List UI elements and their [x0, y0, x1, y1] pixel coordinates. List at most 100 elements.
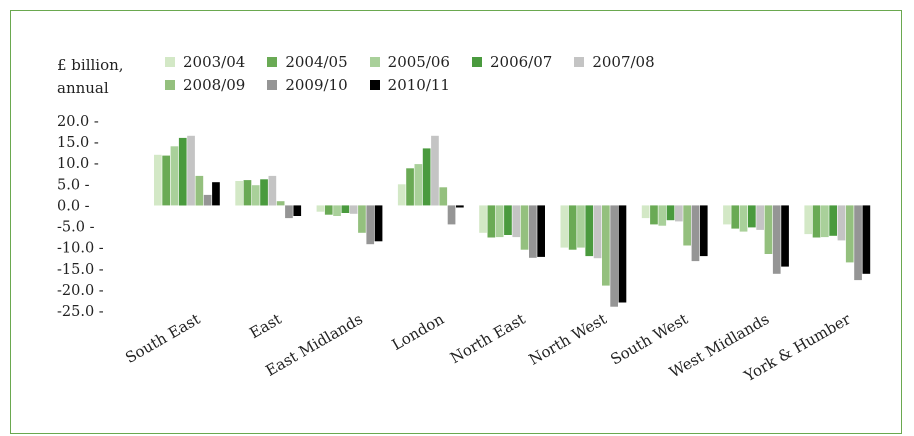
bar	[821, 205, 829, 238]
bar	[324, 205, 333, 215]
bar	[260, 179, 268, 206]
legend-swatch	[267, 57, 278, 67]
bar	[699, 205, 708, 257]
bar	[203, 194, 212, 206]
unit-label: £ billion, annual	[57, 54, 124, 100]
bar	[537, 205, 545, 257]
legend-item: 2010/11	[369, 76, 450, 94]
bar	[366, 205, 375, 245]
bar	[251, 185, 260, 206]
chart-frame	[10, 10, 902, 434]
bar	[195, 175, 204, 206]
bar	[854, 205, 862, 281]
bar	[495, 205, 504, 238]
bar	[285, 205, 293, 219]
bar	[577, 205, 585, 248]
legend-swatch	[574, 57, 585, 67]
bar	[618, 205, 627, 303]
legend-swatch	[267, 80, 278, 90]
bar	[349, 205, 358, 214]
legend-label: 2005/06	[387, 53, 450, 71]
y-tick-label: 15.0 -	[57, 135, 99, 151]
legend-swatch	[369, 57, 380, 67]
legend-item: 2003/04	[165, 53, 245, 71]
legend-item: 2009/10	[267, 76, 348, 94]
bar	[691, 205, 700, 262]
y-tick-label: 10.0 -	[57, 156, 99, 172]
bar	[520, 205, 529, 250]
y-tick-label: -25.0 -	[57, 304, 104, 320]
bar	[602, 205, 610, 286]
bar	[243, 180, 252, 206]
bar	[804, 205, 813, 235]
unit-label-line-2: annual	[57, 79, 109, 97]
bar	[293, 205, 302, 216]
legend-row-1: 2003/04 2004/05 2005/06 2006/07 2007/08	[165, 53, 677, 71]
x-tick-label: London	[389, 310, 448, 354]
bar	[316, 205, 325, 212]
y-tick-label: 0.0 -	[57, 198, 90, 214]
bar	[414, 164, 423, 206]
legend-label: 2003/04	[183, 53, 246, 71]
bar	[585, 205, 594, 257]
y-tick-label: -5.0 -	[57, 220, 95, 236]
bar	[178, 137, 187, 206]
bar	[666, 205, 675, 221]
bar	[837, 205, 846, 241]
bar	[406, 168, 414, 206]
bar	[764, 205, 773, 254]
bar	[439, 187, 448, 206]
bar	[504, 205, 512, 235]
bar	[374, 205, 383, 242]
bar	[862, 205, 871, 274]
legend-label: 2010/11	[387, 76, 450, 94]
bar	[431, 135, 439, 206]
bar	[675, 205, 683, 222]
legend-swatch	[165, 57, 175, 67]
legend-label: 2004/05	[285, 53, 348, 71]
y-tick-label: -15.0 -	[57, 262, 104, 278]
legend-item: 2005/06	[369, 53, 450, 71]
bar	[812, 205, 821, 238]
legend-row-2: 2008/09 2009/10 2010/11	[165, 76, 472, 94]
bar	[650, 205, 658, 225]
bar	[731, 205, 740, 229]
bar	[341, 205, 350, 213]
legend-swatch	[471, 57, 482, 67]
legend-swatch	[165, 80, 175, 90]
bar	[845, 205, 854, 263]
legend-label: 2007/08	[592, 53, 655, 71]
bar	[456, 205, 464, 208]
bar	[610, 205, 618, 307]
bar	[781, 205, 789, 267]
bar	[276, 201, 285, 206]
bar	[422, 148, 431, 206]
bar	[723, 205, 731, 225]
x-tick-label: East	[246, 310, 284, 342]
y-tick-label: 5.0 -	[57, 177, 90, 193]
bar	[568, 205, 577, 250]
bar	[658, 205, 667, 226]
bar	[748, 205, 756, 228]
bar	[529, 205, 537, 258]
bar	[187, 135, 195, 206]
x-tick-label: North West	[526, 310, 610, 369]
bar	[560, 205, 569, 248]
bar	[641, 205, 650, 219]
bar	[212, 182, 220, 206]
bar	[170, 146, 179, 206]
bar	[358, 205, 366, 233]
legend-item: 2004/05	[267, 53, 348, 71]
bar	[268, 175, 277, 206]
bar	[154, 154, 162, 206]
bar	[162, 155, 170, 206]
x-tick-label: South East	[122, 310, 203, 367]
bar	[447, 205, 456, 225]
bar	[487, 205, 496, 238]
x-tick-label: North East	[447, 310, 528, 367]
bar	[397, 184, 406, 206]
legend-item: 2007/08	[574, 53, 655, 71]
y-tick-label: 20.0 -	[57, 114, 99, 130]
legend-item: 2008/09	[165, 76, 245, 94]
